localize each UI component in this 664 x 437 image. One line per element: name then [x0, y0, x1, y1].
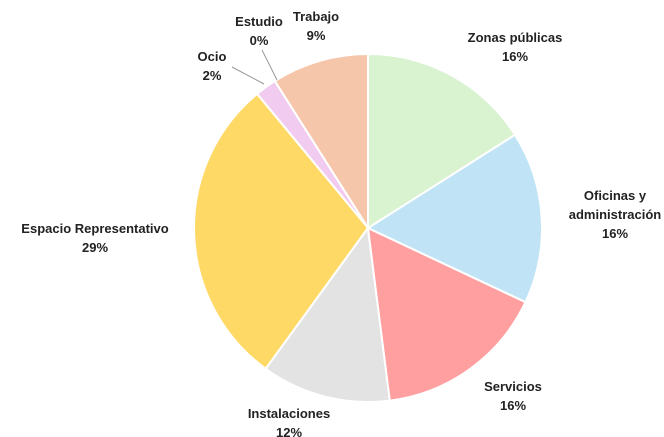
pie-slice — [366, 226, 527, 402]
value-label: 16% — [501, 49, 529, 64]
value-label: 29% — [81, 240, 109, 255]
pie-slice — [193, 92, 370, 371]
pie-slice — [273, 52, 369, 232]
value-label: 12% — [275, 425, 303, 437]
pie-slice — [365, 133, 543, 304]
value-label: 2% — [202, 68, 222, 83]
slice-label: Servicios 16% — [453, 377, 573, 415]
category-label: Espacio Representativo — [21, 221, 169, 236]
category-label: Estudio — [235, 14, 283, 29]
slice-label: Estudio 0% — [224, 12, 294, 50]
slice-label: Oficinas y administración 16% — [565, 186, 664, 243]
slice-label: Ocio 2% — [182, 47, 242, 85]
category-label: Instalaciones — [247, 406, 331, 421]
slice-label: Espacio Representativo 29% — [0, 219, 190, 257]
leader-line — [261, 49, 278, 81]
slice-label: Trabajo 9% — [281, 7, 351, 45]
pie-slice — [367, 52, 517, 230]
category-label: Oficinas y administración — [568, 188, 662, 222]
value-label: 16% — [601, 226, 629, 241]
leader-line — [231, 66, 265, 85]
pie-slice — [264, 225, 391, 403]
category-label: Trabajo — [292, 9, 340, 24]
slice-label: Zonas públicas 16% — [435, 28, 595, 66]
category-label: Ocio — [197, 49, 227, 64]
value-label: 0% — [249, 33, 269, 48]
value-label: 9% — [306, 28, 326, 43]
category-label: Zonas públicas — [467, 30, 563, 45]
category-label: Servicios — [484, 379, 542, 394]
slice-label: Instalaciones 12% — [219, 404, 359, 437]
value-label: 16% — [499, 398, 527, 413]
